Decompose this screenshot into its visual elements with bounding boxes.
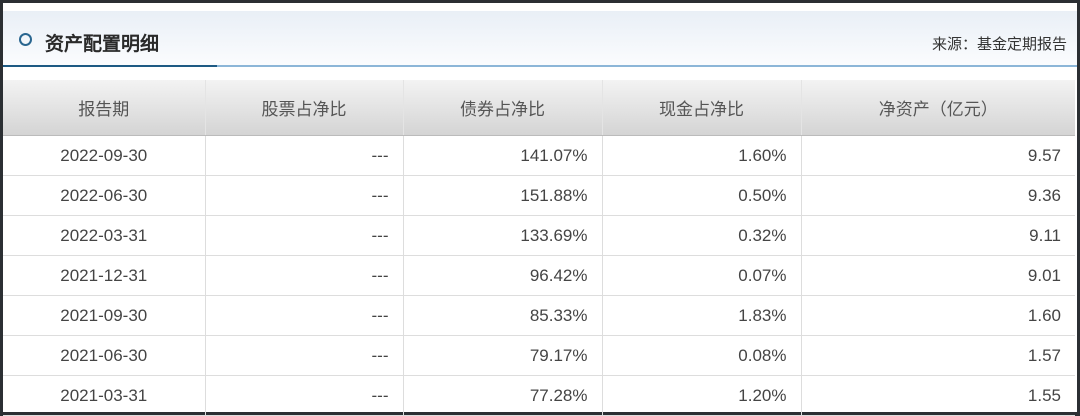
table-cell: 0.07% bbox=[602, 255, 802, 296]
table-row: 2021-06-30 --- 79.17% 0.08% 1.57 bbox=[3, 335, 1075, 376]
table-row: 2022-06-30 --- 151.88% 0.50% 9.36 bbox=[3, 175, 1075, 216]
ring-icon bbox=[19, 33, 32, 46]
table-cell: 2021-09-30 bbox=[3, 295, 206, 336]
column-header: 现金占净比 bbox=[602, 80, 802, 136]
table-cell: 0.32% bbox=[602, 215, 802, 256]
header-accent-line bbox=[3, 65, 217, 67]
table-cell: 1.55 bbox=[801, 375, 1075, 416]
table-cell: --- bbox=[205, 135, 404, 176]
table-cell: 85.33% bbox=[403, 295, 603, 336]
table-cell: --- bbox=[205, 215, 404, 256]
table-cell: --- bbox=[205, 175, 404, 216]
table-cell: 9.01 bbox=[801, 255, 1075, 296]
table-row: 2022-03-31 --- 133.69% 0.32% 9.11 bbox=[3, 215, 1075, 256]
table-cell: --- bbox=[205, 295, 404, 336]
asset-allocation-table: 报告期 股票占净比 债券占净比 现金占净比 净资产（亿元） 2022-09-30 --- 1… bbox=[3, 80, 1075, 416]
table-cell: 77.28% bbox=[403, 375, 603, 416]
table-cell: 2022-09-30 bbox=[3, 135, 206, 176]
table-cell: 2021-12-31 bbox=[3, 255, 206, 296]
table-cell: 0.50% bbox=[602, 175, 802, 216]
table-cell: 9.11 bbox=[801, 215, 1075, 256]
source-label: 来源：基金定期报告 bbox=[931, 36, 1067, 53]
table-row: 2021-03-31 --- 77.28% 1.20% 1.55 bbox=[3, 375, 1075, 416]
table-cell: 1.57 bbox=[801, 335, 1075, 376]
column-header: 净资产（亿元） bbox=[801, 80, 1075, 136]
panel-title: 资产配置明细 bbox=[45, 34, 160, 55]
column-header: 债券占净比 bbox=[403, 80, 603, 136]
column-header: 股票占净比 bbox=[205, 80, 404, 136]
table-cell: 141.07% bbox=[403, 135, 603, 176]
table-cell: 2021-06-30 bbox=[3, 335, 206, 376]
table-cell: 1.83% bbox=[602, 295, 802, 336]
table-row: 2022-09-30 --- 141.07% 1.60% 9.57 bbox=[3, 135, 1075, 176]
asset-allocation-panel: 资产配置明细 来源：基金定期报告 报告期 股票占净比 债券占净比 现金占净比 净资产（亿… bbox=[3, 3, 1077, 416]
panel-header: 资产配置明细 来源：基金定期报告 bbox=[3, 11, 1077, 67]
table-cell: 1.60 bbox=[801, 295, 1075, 336]
table-cell: --- bbox=[205, 255, 404, 296]
table-cell: 9.57 bbox=[801, 135, 1075, 176]
table-row: 2021-12-31 --- 96.42% 0.07% 9.01 bbox=[3, 255, 1075, 296]
table-row: 2021-09-30 --- 85.33% 1.83% 1.60 bbox=[3, 295, 1075, 336]
table-cell: 151.88% bbox=[403, 175, 603, 216]
table-cell: --- bbox=[205, 335, 404, 376]
column-header: 报告期 bbox=[3, 80, 206, 136]
table-cell: 0.08% bbox=[602, 335, 802, 376]
table-cell: 2022-06-30 bbox=[3, 175, 206, 216]
table-cell: 133.69% bbox=[403, 215, 603, 256]
table-cell: --- bbox=[205, 375, 404, 416]
table-cell: 2022-03-31 bbox=[3, 215, 206, 256]
table-cell: 2021-03-31 bbox=[3, 375, 206, 416]
table-cell: 79.17% bbox=[403, 335, 603, 376]
table-cell: 1.60% bbox=[602, 135, 802, 176]
table-cell: 1.20% bbox=[602, 375, 802, 416]
table-cell: 9.36 bbox=[801, 175, 1075, 216]
table-cell: 96.42% bbox=[403, 255, 603, 296]
